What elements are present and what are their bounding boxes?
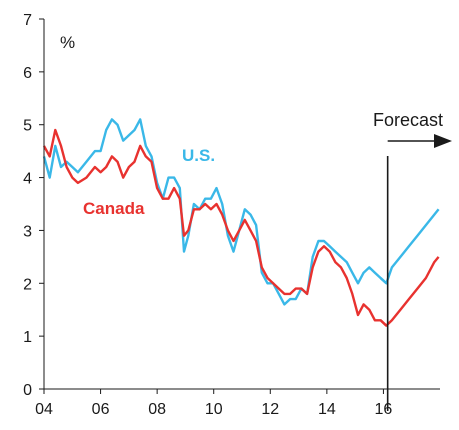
x-axis-ticks: 04 06 08 10 12 14 16	[35, 389, 392, 418]
x-tick-label: 04	[35, 401, 53, 418]
x-tick-label: 08	[148, 401, 166, 418]
y-axis-ticks: 0 1 2 3 4 5 6 7	[23, 12, 44, 399]
unit-label: %	[60, 33, 75, 52]
series-line-us	[42, 118, 388, 306]
y-tick-label: 0	[23, 382, 32, 399]
series-layer	[42, 118, 440, 327]
series-forecast-line-canada	[379, 256, 440, 327]
series-label-canada: Canada	[83, 199, 145, 218]
forecast-label: Forecast	[373, 110, 443, 130]
y-tick-label: 6	[23, 65, 32, 82]
y-tick-label: 2	[23, 276, 32, 293]
x-tick-label: 10	[205, 401, 223, 418]
series-label-us: U.S.	[182, 146, 215, 165]
y-tick-label: 7	[23, 12, 32, 29]
series-line-canada	[42, 128, 388, 327]
forecast-arrow-head-icon	[434, 134, 452, 148]
x-tick-label: 06	[92, 401, 110, 418]
x-tick-label: 12	[261, 401, 279, 418]
x-tick-label: 14	[318, 401, 336, 418]
x-tick-label: 16	[375, 401, 393, 418]
y-tick-label: 1	[23, 329, 32, 346]
y-tick-label: 4	[23, 171, 32, 188]
y-tick-label: 5	[23, 118, 32, 135]
y-tick-label: 3	[23, 223, 32, 240]
